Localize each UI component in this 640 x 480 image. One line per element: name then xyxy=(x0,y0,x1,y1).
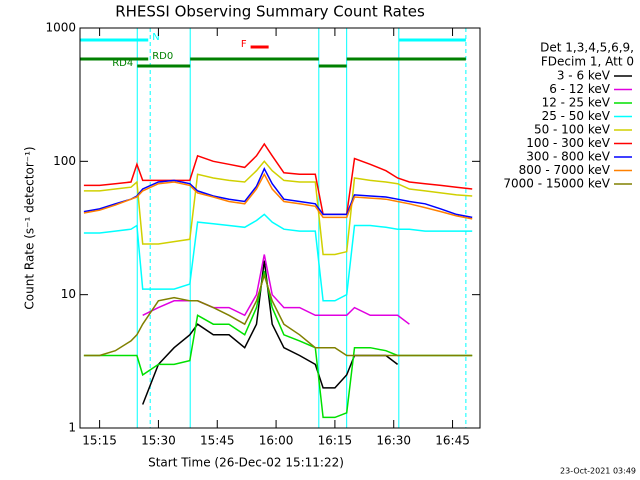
series-line xyxy=(83,213,473,302)
legend-label: 25 - 50 keV xyxy=(542,109,611,123)
flag-label: F xyxy=(241,39,247,50)
x-tick-label: 15:15 xyxy=(82,434,117,448)
legend-label: 3 - 6 keV xyxy=(557,69,611,83)
x-axis-label: Start Time (26-Dec-02 15:11:22) xyxy=(148,456,344,470)
flag-label: RD4 xyxy=(112,58,133,69)
flag-label: N xyxy=(152,32,159,43)
x-tick-label: 15:45 xyxy=(200,434,235,448)
x-tick-label: 16:00 xyxy=(259,434,294,448)
series-line xyxy=(83,142,473,216)
legend-header: Det 1,3,4,5,6,9, xyxy=(540,41,634,55)
series-line xyxy=(142,260,399,405)
legend-label: 100 - 300 keV xyxy=(526,136,610,150)
legend-label: 6 - 12 keV xyxy=(549,82,611,96)
footer: 23-Oct-2021 03:49 xyxy=(560,467,636,476)
series-line xyxy=(83,272,473,357)
legend-header: FDecim 1, Att 0 xyxy=(541,55,634,69)
legend-label: 50 - 100 keV xyxy=(534,123,611,137)
legend-label: 300 - 800 keV xyxy=(526,150,610,164)
legend-label: 7000 - 15000 keV xyxy=(503,177,610,191)
series-line xyxy=(83,166,473,219)
series-line xyxy=(83,271,473,419)
x-tick-label: 16:15 xyxy=(318,434,353,448)
x-tick-label: 16:30 xyxy=(376,434,411,448)
y-tick-label: 10 xyxy=(61,287,76,301)
x-tick-label: 16:45 xyxy=(435,434,470,448)
x-tick-label: 15:30 xyxy=(141,434,176,448)
y-tick-label: 100 xyxy=(53,154,76,168)
legend-label: 12 - 25 keV xyxy=(542,96,611,110)
chart-title: RHESSI Observing Summary Count Rates xyxy=(115,3,425,21)
series-line xyxy=(83,172,473,220)
series-line xyxy=(142,254,410,325)
flag-label: RD0 xyxy=(152,51,173,62)
series-line xyxy=(83,160,473,256)
legend-label: 800 - 7000 keV xyxy=(519,163,611,177)
y-tick-label: 1 xyxy=(68,421,76,435)
plot-frame xyxy=(79,27,481,429)
y-axis-label: Count Rate (s⁻¹ detector⁻¹) xyxy=(23,146,37,309)
y-tick-label: 1000 xyxy=(45,21,76,35)
